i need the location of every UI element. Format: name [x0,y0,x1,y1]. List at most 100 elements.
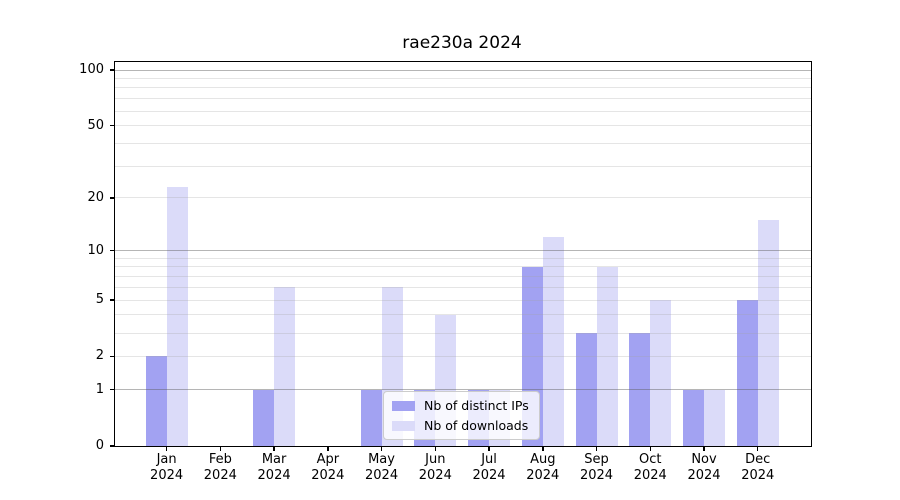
y-axis-labels: 100 50 20 10 5 2 1 0 [0,62,114,453]
ytick-label-10: 10 [87,242,104,258]
y-axis-ticks [0,62,115,447]
xtick-label-apr: Apr 2024 [288,452,368,484]
xtick-label-jun: Jun 2024 [395,452,475,484]
xtick-mark-mar [273,446,275,451]
xtick-mark-feb [219,446,222,451]
bar-ips-jan [145,356,167,446]
xtick-mark-apr [327,446,329,451]
xtick-label-nov: Nov 2024 [664,452,744,484]
xtick-label-jul: Jul 2024 [449,452,529,484]
xtick-label-feb: Feb 2024 [180,452,260,484]
ytick-mark-20 [110,197,115,199]
xtick-year: 2024 [526,468,560,483]
ytick-mark-0 [110,445,115,447]
bar-ips-may [360,389,382,446]
gridline-major-100 [115,69,811,71]
gridline-minor-70 [115,98,811,100]
xtick-label-oct: Oct 2024 [610,452,690,484]
bar-downloads-sep [596,266,618,446]
gridline-minor-80 [115,87,811,89]
xtick-year: 2024 [203,468,237,483]
bar-ips-nov [683,389,704,446]
xtick-mark-nov [703,446,705,451]
ytick-mark-100 [110,69,115,71]
gridline-minor-8 [115,266,811,268]
legend-swatch-downloads [392,420,415,431]
xtick-month: Feb [208,452,232,467]
bar-downloads-nov [704,389,725,446]
bar-downloads-oct [650,300,672,446]
xtick-month: Jan [156,452,177,467]
gridline-minor-30 [115,165,811,167]
gridline-major-10 [115,250,811,252]
bar-ips-mar [253,389,275,446]
xtick-month: Dec [745,452,771,467]
ytick-label-2: 2 [95,348,104,364]
xtick-month: Jul [481,452,497,467]
ytick-mark-1 [110,388,115,391]
xtick-mark-oct [649,446,651,451]
xtick-label-sep: Sep 2024 [557,452,637,484]
bar-downloads-jan [166,187,188,446]
chart-title: rae230a 2024 [402,33,522,53]
xtick-mark-jul [488,446,490,451]
plot-area: Nb of distinct IPs Nb of downloads [114,61,812,447]
xtick-month: Oct [639,452,662,467]
x-axis-labels: Jan 2024 Feb 2024 Mar 2024 Apr 2024 May 2024 Jun 20… [115,452,811,492]
xtick-year: 2024 [311,468,345,483]
xtick-mark-aug [542,446,544,451]
bar-ips-sep [575,333,597,446]
bar-downloads-mar [274,287,296,446]
gridline-minor-40 [115,142,811,144]
gridline-minor-6 [115,286,811,288]
xtick-mark-dec [756,446,759,451]
ytick-label-1: 1 [95,381,104,397]
gridline-minor-60 [115,110,811,112]
xtick-year: 2024 [418,468,452,483]
legend-label-downloads: Nb of downloads [424,418,529,433]
ytick-label-100: 100 [79,62,104,77]
bar-downloads-aug [542,237,564,446]
xtick-month: Apr [316,452,340,467]
gridline-minor-50 [115,125,811,127]
xtick-month: May [368,452,395,467]
xtick-mark-jun [434,446,437,451]
xtick-year: 2024 [472,468,506,483]
ytick-mark-10 [110,249,115,252]
ytick-mark-50 [110,124,115,127]
xtick-year: 2024 [633,468,667,483]
xtick-mark-jan [165,446,168,451]
legend-item-downloads: Nb of downloads [392,418,529,433]
xtick-month: Aug [530,452,556,467]
xtick-year: 2024 [687,468,721,483]
xtick-label-jan: Jan 2024 [127,452,207,484]
bar-downloads-dec [757,220,779,446]
bar-ips-oct [629,333,651,446]
xtick-label-dec: Dec 2024 [718,452,798,484]
xtick-label-mar: Mar 2024 [234,452,314,484]
xtick-label-may: May 2024 [342,452,422,484]
gridline-minor-2 [115,355,811,357]
ytick-label-20: 20 [87,189,104,205]
gridline-minor-5 [115,299,811,301]
ytick-label-50: 50 [87,117,104,133]
gridline-minor-9 [115,257,811,259]
gridline-minor-20 [115,197,811,199]
gridline-minor-3 [115,332,811,334]
gridline-minor-90 [115,77,811,79]
xtick-year: 2024 [741,468,775,483]
x-axis-ticks [115,446,811,453]
legend-label-distinct-ips: Nb of distinct IPs [424,398,529,413]
xtick-month: Sep [584,452,609,467]
ytick-mark-2 [110,355,115,358]
xtick-month: Nov [691,452,717,467]
xtick-month: Mar [261,452,287,467]
bar-ips-dec [736,300,758,446]
gridline-minor-7 [115,276,811,278]
xtick-mark-sep [595,446,598,451]
ytick-label-5: 5 [95,292,104,308]
legend-item-distinct-ips: Nb of distinct IPs [392,398,529,413]
xtick-year: 2024 [365,468,399,483]
xtick-month: Jun [425,452,446,467]
